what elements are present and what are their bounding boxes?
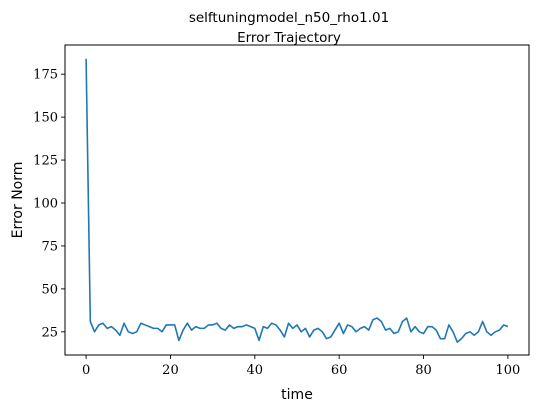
y-tick-label: 75 xyxy=(41,239,58,254)
series-line xyxy=(85,58,509,343)
x-tick-label: 100 xyxy=(495,363,520,378)
y-tick-label: 100 xyxy=(33,197,58,212)
y-axis-label: Error Norm xyxy=(10,162,26,239)
plot-area xyxy=(85,58,509,343)
y-tick-label: 50 xyxy=(41,282,58,297)
y-tick-label: 25 xyxy=(41,325,58,340)
y-tick-label: 125 xyxy=(33,154,58,169)
x-axis-label: time xyxy=(281,387,313,403)
x-tick-label: 80 xyxy=(415,363,432,378)
x-tick-label: 0 xyxy=(82,363,90,378)
plot-frame xyxy=(64,44,530,356)
x-tick-label: 20 xyxy=(162,363,179,378)
chart-subtitle: Error Trajectory xyxy=(237,30,341,46)
x-tick-label: 40 xyxy=(247,363,264,378)
y-tick-label: 175 xyxy=(33,68,58,83)
chart-title: selftuningmodel_n50_rho1.01 xyxy=(189,10,389,26)
y-tick-label: 150 xyxy=(33,111,58,126)
x-tick-label: 60 xyxy=(331,363,348,378)
